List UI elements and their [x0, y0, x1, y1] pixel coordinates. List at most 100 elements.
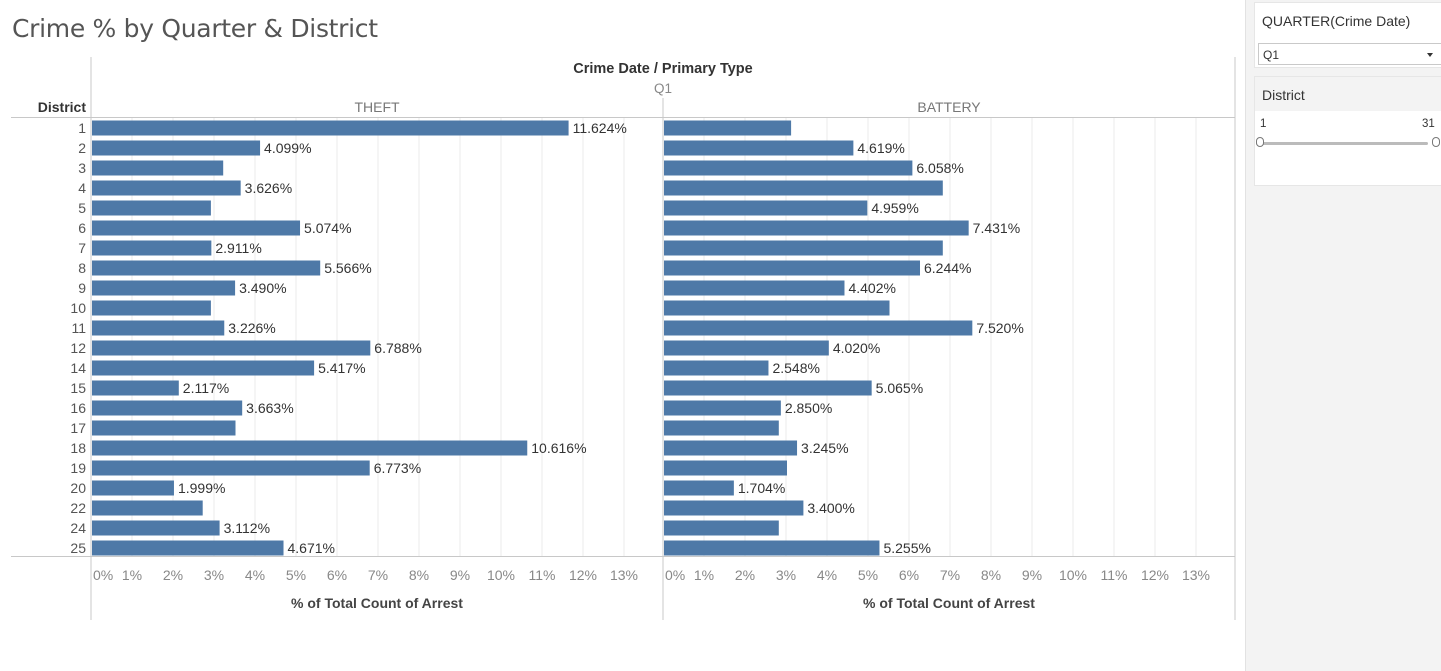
- district-range-min: 1: [1260, 118, 1267, 130]
- battery-x-tick-label: 12%: [1141, 567, 1169, 583]
- district-range-max: 31: [1422, 118, 1435, 130]
- district-row-label: 8: [78, 260, 86, 276]
- battery-bar-district-11: [664, 320, 973, 336]
- battery-data-label: 3.245%: [801, 440, 848, 456]
- district-row-label: 5: [78, 200, 86, 216]
- battery-x-tick-label: 5%: [858, 567, 878, 583]
- quarter-filter-title: QUARTER(Crime Date): [1262, 13, 1411, 29]
- theft-data-label: 5.417%: [318, 360, 365, 376]
- battery-bar-district-2: [664, 140, 854, 156]
- battery-bar-district-14: [664, 360, 769, 376]
- theft-data-label: 3.663%: [246, 400, 293, 416]
- theft-data-label: 4.671%: [288, 540, 335, 556]
- district-slider-min-handle[interactable]: [1256, 137, 1264, 147]
- battery-x-tick-label: 0%: [665, 567, 685, 583]
- theft-x-tick-label: 1%: [122, 567, 142, 583]
- theft-bar-district-10: [92, 300, 211, 316]
- theft-bar-district-24: [92, 520, 220, 536]
- theft-x-tick-label: 4%: [245, 567, 265, 583]
- district-row-label: 6: [78, 220, 86, 236]
- theft-data-label: 5.566%: [324, 260, 371, 276]
- district-row-label: 18: [70, 440, 86, 456]
- battery-data-label: 2.850%: [785, 400, 832, 416]
- district-slider-max-handle[interactable]: [1432, 137, 1440, 147]
- battery-bar-district-24: [664, 520, 779, 536]
- theft-data-label: 6.773%: [374, 460, 421, 476]
- district-row-label: 15: [70, 380, 86, 396]
- quarter-header: Q1: [654, 81, 672, 96]
- battery-bar-district-6: [664, 220, 969, 236]
- battery-bar-district-20: [664, 480, 734, 496]
- district-row-label: 3: [78, 160, 86, 176]
- theft-data-label: 3.112%: [224, 520, 270, 536]
- battery-x-tick-label: 2%: [735, 567, 755, 583]
- battery-bar-district-17: [664, 420, 779, 436]
- battery-data-label: 1.704%: [738, 480, 785, 496]
- battery-bar-district-15: [664, 380, 872, 396]
- theft-x-tick-label: 0%: [93, 567, 113, 583]
- battery-bar-district-4: [664, 180, 943, 196]
- battery-x-tick-label: 1%: [694, 567, 714, 583]
- district-row-label: 17: [70, 420, 86, 436]
- battery-data-label: 4.020%: [833, 340, 880, 356]
- district-row-label: 22: [70, 500, 86, 516]
- theft-bar-district-5: [92, 200, 211, 216]
- battery-x-tick-label: 4%: [817, 567, 837, 583]
- battery-bar-district-9: [664, 280, 845, 296]
- district-filter-title: District: [1255, 77, 1441, 111]
- battery-bar-district-10: [664, 300, 890, 316]
- battery-data-label: 2.548%: [772, 360, 819, 376]
- battery-bar-district-18: [664, 440, 798, 456]
- battery-data-label: 4.619%: [857, 140, 904, 156]
- theft-bar-district-20: [92, 480, 174, 496]
- theft-bar-district-16: [92, 400, 243, 416]
- battery-x-tick-label: 13%: [1182, 567, 1210, 583]
- district-row-label: 7: [78, 240, 86, 256]
- theft-data-label: 3.490%: [239, 280, 286, 296]
- battery-x-tick-label: 8%: [981, 567, 1001, 583]
- chevron-down-icon[interactable]: [1427, 53, 1433, 57]
- theft-bar-district-6: [92, 220, 301, 236]
- theft-bar-district-7: [92, 240, 212, 256]
- district-slider-track[interactable]: [1256, 142, 1428, 145]
- quarter-dropdown[interactable]: Q1: [1258, 43, 1441, 65]
- theft-bar-district-8: [92, 260, 321, 276]
- theft-x-tick-label: 2%: [163, 567, 183, 583]
- theft-x-tick-label: 11%: [529, 567, 556, 583]
- battery-x-tick-label: 6%: [899, 567, 919, 583]
- district-row-label: 9: [78, 280, 86, 296]
- quarter-dropdown-value: Q1: [1263, 48, 1280, 62]
- battery-x-tick-label: 7%: [940, 567, 960, 583]
- theft-bar-district-19: [92, 460, 370, 476]
- theft-data-label: 3.626%: [245, 180, 292, 196]
- theft-data-label: 2.117%: [183, 380, 229, 396]
- row-header-district: District: [38, 99, 87, 115]
- battery-x-tick-label: 10%: [1059, 567, 1087, 583]
- battery-bar-district-1: [664, 120, 792, 136]
- theft-data-label: 6.788%: [374, 340, 421, 356]
- quarter-filter-card: QUARTER(Crime Date) Q1: [1254, 2, 1441, 68]
- district-row-label: 14: [70, 360, 86, 376]
- district-row-label: 1: [78, 120, 86, 136]
- theft-bar-district-2: [92, 140, 261, 156]
- filter-panel: QUARTER(Crime Date) Q1 District 1 31: [1245, 0, 1441, 671]
- battery-bar-district-3: [664, 160, 913, 176]
- battery-x-axis-title: % of Total Count of Arrest: [863, 595, 1035, 611]
- theft-bar-district-4: [92, 180, 241, 196]
- district-filter-card: District: [1254, 76, 1441, 186]
- battery-data-label: 4.959%: [871, 200, 918, 216]
- theft-data-label: 11.624%: [573, 120, 627, 136]
- theft-x-axis-title: % of Total Count of Arrest: [291, 595, 463, 611]
- bar-chart: Crime Date / Primary Type Q1 District THEFT…: [11, 57, 1236, 620]
- district-row-label: 10: [70, 300, 86, 316]
- battery-bar-district-25: [664, 540, 880, 556]
- theft-data-label: 3.226%: [228, 320, 275, 336]
- battery-bar-district-5: [664, 200, 868, 216]
- battery-data-label: 4.402%: [848, 280, 895, 296]
- district-row-label: 4: [78, 180, 86, 196]
- battery-x-tick-label: 3%: [776, 567, 796, 583]
- battery-pane-header: BATTERY: [917, 99, 981, 115]
- district-row-label: 2: [78, 140, 86, 156]
- district-row-label: 19: [70, 460, 86, 476]
- battery-x-tick-label: 11%: [1101, 567, 1128, 583]
